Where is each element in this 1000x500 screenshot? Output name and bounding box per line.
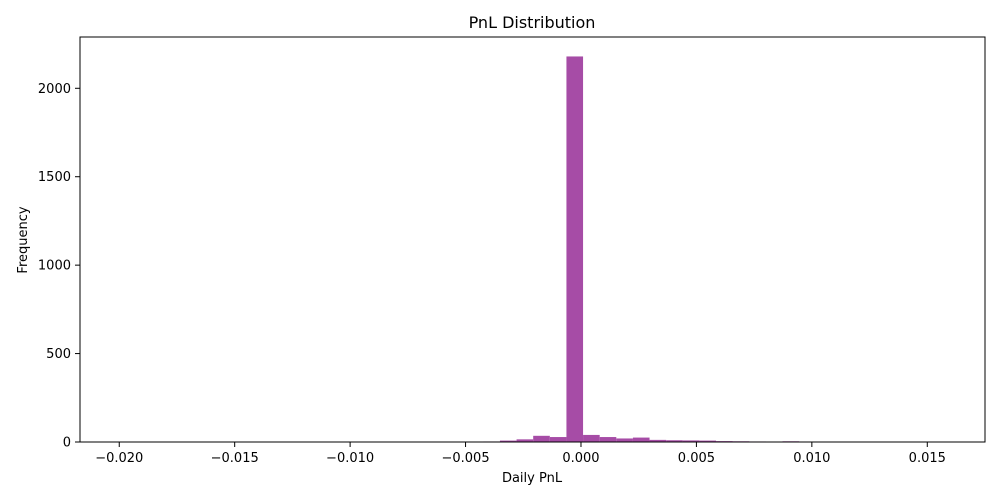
histogram-bar	[616, 438, 633, 442]
histogram-bar	[533, 435, 550, 442]
y-tick-label: 500	[46, 347, 71, 362]
histogram-bar	[549, 437, 567, 442]
x-tick-label: −0.015	[211, 451, 259, 466]
x-tick-label: 0.010	[793, 451, 830, 466]
y-tick-label: 1500	[38, 170, 71, 185]
x-axis-label: Daily PnL	[502, 471, 563, 486]
y-tick-label: 0	[63, 436, 71, 451]
histogram-bar	[516, 439, 534, 442]
histogram-bar	[583, 434, 600, 442]
histogram-bar	[632, 437, 650, 442]
x-tick-label: 0.005	[678, 451, 715, 466]
y-tick-label: 2000	[38, 82, 71, 97]
bars-group	[416, 56, 800, 442]
x-tick-label: −0.020	[95, 451, 143, 466]
histogram-bar	[666, 440, 683, 442]
x-tick-label: 0.000	[562, 451, 599, 466]
y-axis-label: Frequency	[16, 206, 31, 273]
x-tick-label: −0.005	[441, 451, 489, 466]
x-axis-ticks: −0.020 −0.015 −0.010 −0.005 0.000 0.005 0.010 0…	[95, 442, 946, 466]
y-axis-ticks: 0 500 1000 1500 2000	[38, 82, 80, 451]
histogram-bar	[566, 56, 584, 442]
x-tick-label: −0.010	[326, 451, 374, 466]
histogram-bar	[499, 440, 517, 442]
histogram-bar	[599, 437, 617, 442]
y-tick-label: 1000	[38, 259, 71, 274]
x-tick-label: 0.015	[909, 451, 946, 466]
histogram-bar	[699, 440, 717, 442]
histogram-bar	[649, 439, 667, 442]
chart-title: PnL Distribution	[469, 13, 596, 32]
plot-frame	[79, 36, 986, 443]
histogram-bar	[682, 440, 700, 442]
